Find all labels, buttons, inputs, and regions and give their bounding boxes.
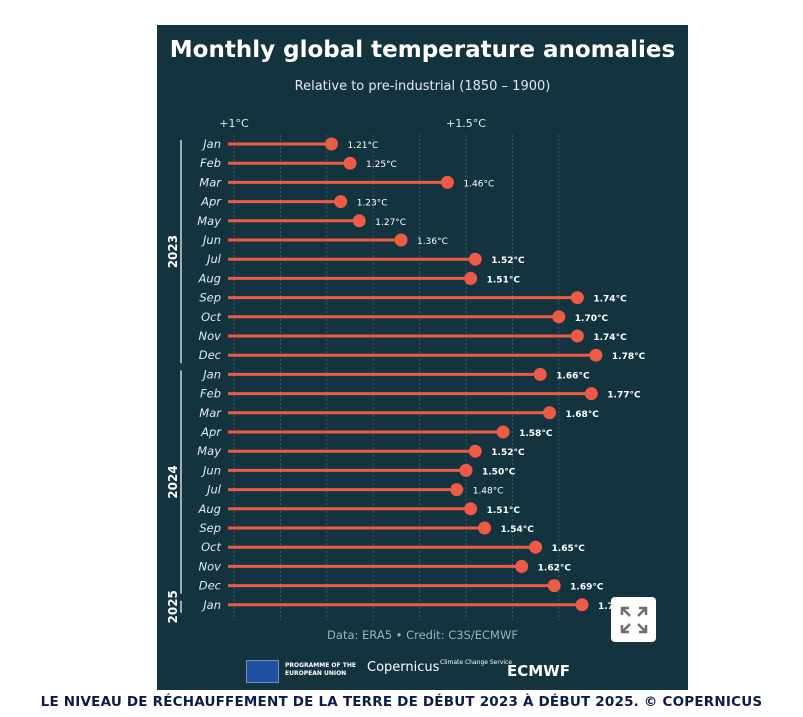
lollipop-dot xyxy=(533,367,547,381)
month-label: Oct xyxy=(201,540,221,554)
value-label: 1.69°C xyxy=(570,583,604,593)
month-label: Apr xyxy=(200,195,222,209)
value-label: 1.66°C xyxy=(556,371,590,381)
lollipop-dot xyxy=(450,483,464,497)
chart-panel: Monthly global temperature anomalies Rel… xyxy=(157,25,688,690)
month-label: Dec xyxy=(199,348,222,362)
month-label: Jan xyxy=(201,137,221,151)
lollipop-dot xyxy=(468,252,482,266)
lollipop-dot xyxy=(547,579,561,593)
lollipop-dot xyxy=(496,425,510,439)
value-label: 1.51°C xyxy=(487,275,521,285)
month-label: Jun xyxy=(201,463,221,477)
value-label: 1.62°C xyxy=(538,563,572,573)
lollipop-dot xyxy=(468,444,482,458)
lollipop-dot xyxy=(334,195,348,209)
value-label: 1.68°C xyxy=(566,410,600,420)
month-label: Jun xyxy=(201,233,221,247)
year-label: 2023 xyxy=(166,235,180,268)
lollipop-dot xyxy=(352,214,366,228)
month-label: Oct xyxy=(201,310,221,324)
lollipop-dot xyxy=(464,271,478,285)
value-label: 1.58°C xyxy=(519,429,553,439)
month-label: Aug xyxy=(198,271,221,285)
month-label: Dec xyxy=(199,579,222,593)
lollipop-dot xyxy=(440,175,454,189)
eu-programme-text: PROGRAMME OF THE EUROPEAN UNION xyxy=(285,662,356,677)
lollipop-dot xyxy=(394,233,408,247)
expand-button[interactable] xyxy=(611,597,656,642)
value-label: 1.51°C xyxy=(487,506,521,516)
value-label: 1.23°C xyxy=(357,199,388,209)
year-label: 2025 xyxy=(166,590,180,623)
month-label: Aug xyxy=(198,502,221,516)
month-label: Jan xyxy=(201,367,221,381)
lollipop-dot xyxy=(464,502,478,516)
value-label: 1.50°C xyxy=(482,467,516,477)
value-label: 1.36°C xyxy=(417,237,448,247)
month-label: Sep xyxy=(199,291,221,305)
month-label: Jul xyxy=(205,483,222,497)
month-label: Apr xyxy=(200,425,222,439)
chart-subtitle: Relative to pre-industrial (1850 – 1900) xyxy=(294,79,551,94)
eu-flag-logo xyxy=(246,660,279,683)
month-label: May xyxy=(197,444,221,458)
lollipop-dot xyxy=(529,540,543,554)
lollipop-dot xyxy=(543,406,557,420)
expand-icon xyxy=(620,606,647,633)
month-label: Nov xyxy=(199,559,222,573)
lollipop-dot xyxy=(515,559,529,573)
value-label: 1.27°C xyxy=(375,218,406,228)
value-label: 1.78°C xyxy=(612,352,646,362)
data-credit: Data: ERA5 • Credit: C3S/ECMWF xyxy=(327,628,518,642)
month-label: May xyxy=(197,214,221,228)
value-label: 1.74°C xyxy=(593,295,627,305)
lollipop-dot xyxy=(324,137,338,151)
value-label: 1.52°C xyxy=(491,256,525,266)
value-label: 1.77°C xyxy=(607,391,641,401)
ecmwf-logo: ECMWF xyxy=(507,662,570,680)
value-label: 1.48°C xyxy=(473,487,504,497)
month-label: Jul xyxy=(205,252,222,266)
lollipop-dot xyxy=(459,463,473,477)
x-tick-label: +1.5°C xyxy=(446,117,486,130)
lollipop-dot xyxy=(478,521,492,535)
x-tick-label: +1°C xyxy=(219,117,249,130)
lollipop-dot xyxy=(343,156,357,170)
value-label: 1.46°C xyxy=(463,179,494,189)
month-label: Sep xyxy=(199,521,221,535)
lollipop-dot xyxy=(552,310,566,324)
value-label: 1.52°C xyxy=(491,448,525,458)
image-caption: LE NIVEAU DE RÉCHAUFFEMENT DE LA TERRE D… xyxy=(40,694,763,710)
year-label: 2024 xyxy=(166,465,180,498)
value-label: 1.70°C xyxy=(575,314,609,324)
lollipop-dot xyxy=(584,387,598,401)
value-label: 1.25°C xyxy=(366,160,397,170)
month-label: Jan xyxy=(201,598,221,612)
value-label: 1.65°C xyxy=(552,544,586,554)
copernicus-logo: Copernicus xyxy=(367,660,440,675)
month-label: Mar xyxy=(199,175,222,189)
month-label: Feb xyxy=(200,156,221,170)
chart-title: Monthly global temperature anomalies xyxy=(169,37,676,63)
month-label: Nov xyxy=(199,329,222,343)
month-label: Feb xyxy=(200,387,221,401)
value-label: 1.21°C xyxy=(347,141,378,151)
value-label: 1.74°C xyxy=(593,333,627,343)
lollipop-dot xyxy=(575,598,589,612)
lollipop-dot xyxy=(589,348,603,362)
lollipop-chart: +1°C +1.5°C 2023 Jan 1.21°C Feb 1.25°C Mar 1.46°… xyxy=(166,117,646,624)
month-label: Mar xyxy=(199,406,222,420)
c3s-logo: Climate Change Service xyxy=(440,659,513,666)
lollipop-dot xyxy=(570,291,584,305)
lollipop-dot xyxy=(570,329,584,343)
value-label: 1.54°C xyxy=(501,525,535,535)
logos-row: PROGRAMME OF THE EUROPEAN UNION Copernic… xyxy=(157,653,688,693)
